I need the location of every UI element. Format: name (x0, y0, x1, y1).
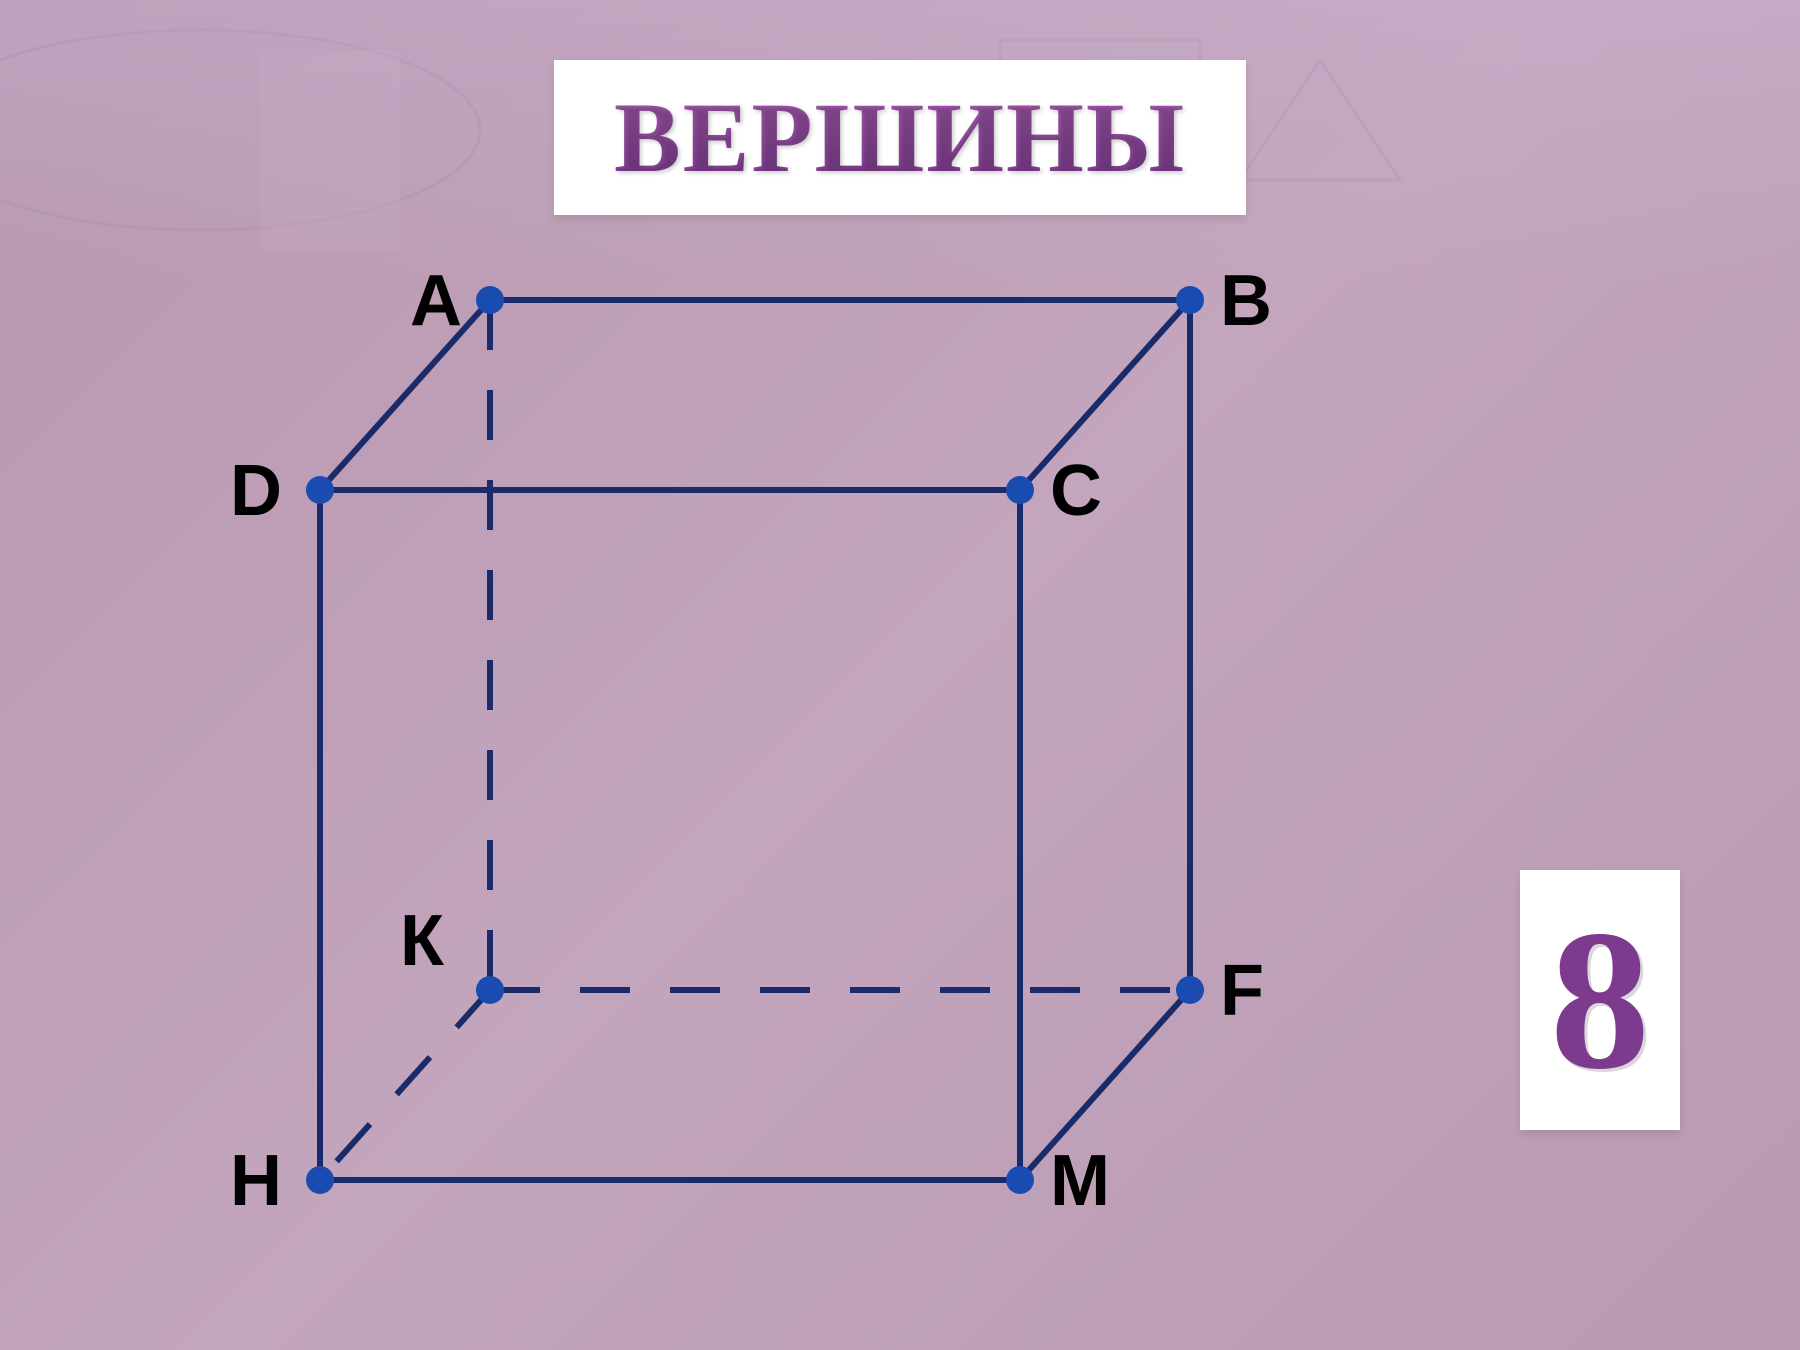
vertex-dot-M (1006, 1166, 1034, 1194)
edge-DA (320, 300, 490, 490)
vertex-label-H: Н (230, 1140, 282, 1222)
cube-diagram: ABCDКFMН (260, 260, 1360, 1260)
vertex-label-K: К (400, 900, 444, 982)
edge-BC (1020, 300, 1190, 490)
vertex-label-M: M (1050, 1140, 1110, 1222)
vertex-label-F: F (1220, 950, 1264, 1032)
edge-KH (320, 990, 490, 1180)
vertex-dot-B (1176, 286, 1204, 314)
cube-svg (260, 260, 1360, 1260)
vertex-dot-F (1176, 976, 1204, 1004)
vertex-count: 8 (1550, 886, 1650, 1115)
count-box: 8 (1520, 870, 1680, 1130)
title-box: ВЕРШИНЫ (554, 60, 1246, 215)
vertex-dot-H (306, 1166, 334, 1194)
vertex-dot-D (306, 476, 334, 504)
vertex-label-C: C (1050, 450, 1102, 532)
vertex-dot-K (476, 976, 504, 1004)
vertex-label-A: A (410, 260, 462, 342)
vertex-dot-C (1006, 476, 1034, 504)
title-text: ВЕРШИНЫ (614, 80, 1186, 195)
vertex-label-D: D (230, 450, 282, 532)
vertex-label-B: B (1220, 260, 1272, 342)
vertex-dot-A (476, 286, 504, 314)
